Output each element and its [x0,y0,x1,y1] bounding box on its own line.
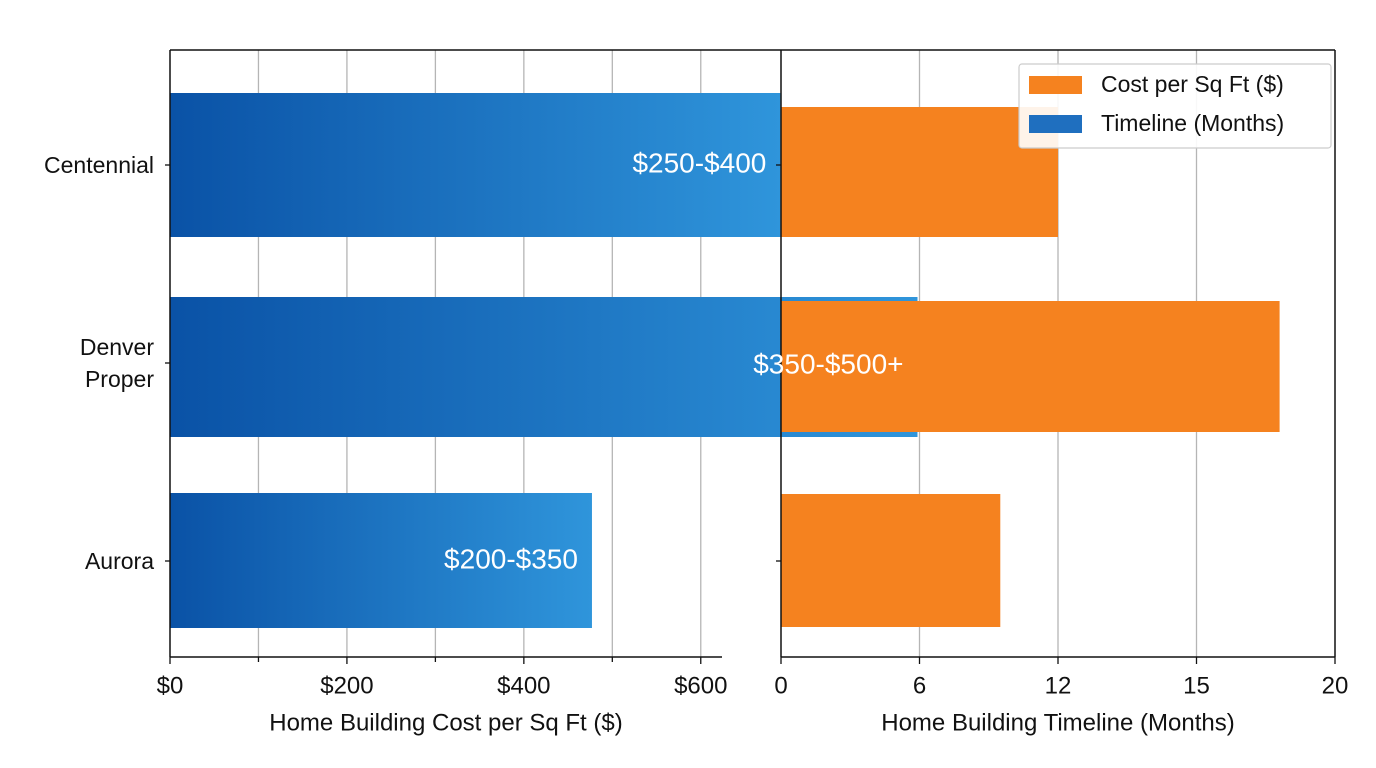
x-tick-label: 6 [913,672,926,699]
bar-label: $250-$400 [632,147,766,178]
bar-label: $200-$350 [444,543,578,574]
bar [781,494,1001,627]
legend-swatch [1029,115,1082,133]
bar [781,107,1058,237]
x-axis-label: Home Building Cost per Sq Ft ($) [269,709,622,736]
x-tick-label: 0 [774,672,787,699]
legend-label: Timeline (Months) [1101,110,1284,136]
y-tick-label: Centennial [44,152,154,178]
x-axis-label: Home Building Timeline (Months) [881,709,1234,736]
legend-label: Cost per Sq Ft ($) [1101,71,1284,97]
bar [781,301,1280,432]
x-tick-label: $0 [157,672,184,699]
legend: Cost per Sq Ft ($) Timeline (Months) [1018,63,1332,149]
x-tick-label: $200 [320,672,373,699]
bar-label: $350-$500+ [753,348,903,379]
y-tick-label: Aurora [84,548,154,574]
bar [170,93,781,237]
legend-swatch [1029,76,1082,94]
x-tick-label: 12 [1045,672,1072,699]
x-tick-label: $400 [497,672,550,699]
x-tick-label: 15 [1183,672,1210,699]
x-tick-label: $600 [674,672,727,699]
bar [170,493,592,628]
y-tick-label: Denver Proper [79,334,154,392]
x-tick-label: 20 [1322,672,1349,699]
legend-box [1018,63,1332,149]
